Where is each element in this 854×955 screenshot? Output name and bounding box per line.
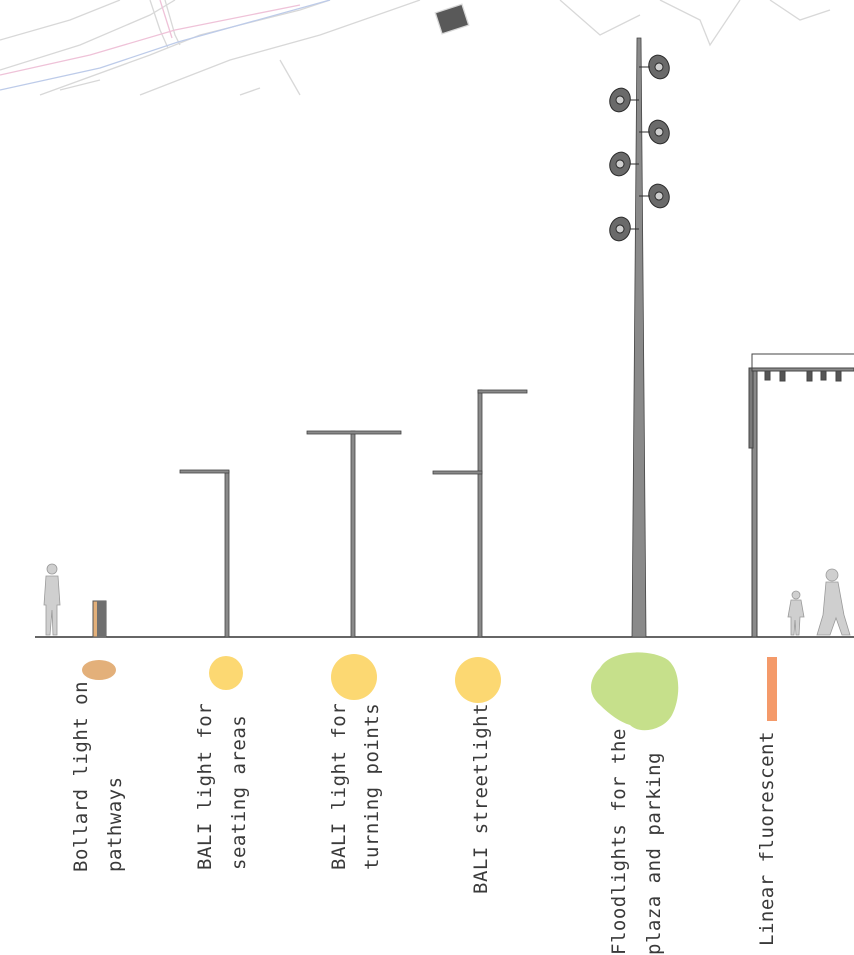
fluorescent-label: Linear fluorescent	[756, 731, 778, 946]
site-plan-fragment	[0, 0, 831, 96]
bali-seating-pole	[179, 469, 230, 638]
floodlights-label-line1: Floodlights for the	[608, 728, 630, 955]
legend-swatches	[82, 652, 777, 731]
bali-turning-label-line1: BALI light for	[328, 703, 350, 870]
bollard-swatch	[82, 660, 116, 680]
fluorescent-swatch	[767, 657, 777, 721]
bali-seating-label-line2: seating areas	[228, 715, 250, 870]
fluorescent-canopy	[748, 353, 854, 638]
bali-streetlight-pole	[432, 389, 528, 638]
bali-seating-swatch	[209, 656, 243, 690]
bali-seating-label-line1: BALI light for	[194, 703, 216, 870]
bollard-label-line1: Bollard light on	[70, 681, 92, 872]
floodlight-mast	[609, 37, 670, 638]
floodlight-swatch	[591, 652, 679, 731]
person-silhouette-icon	[43, 563, 61, 636]
bali-streetlight-swatch	[455, 657, 501, 703]
child-silhouette-icon	[787, 590, 805, 636]
bali-turning-swatch	[331, 654, 377, 700]
floodlights-label-line2: plaza and parking	[643, 752, 665, 955]
floodlight-heads	[609, 54, 670, 242]
bali-turning-label-line2: turning points	[361, 703, 383, 870]
legend-labels: Bollard light on pathways BALI light for…	[70, 681, 778, 955]
adult-silhouette-icon	[816, 568, 851, 636]
bollard-elevation	[92, 600, 107, 638]
site-plan-roads	[0, 0, 331, 91]
bollard-label-line2: pathways	[104, 776, 126, 872]
map-fade	[0, 0, 854, 100]
bali-streetlight-label: BALI streetlight	[470, 703, 492, 894]
bali-turning-pole	[306, 430, 402, 638]
